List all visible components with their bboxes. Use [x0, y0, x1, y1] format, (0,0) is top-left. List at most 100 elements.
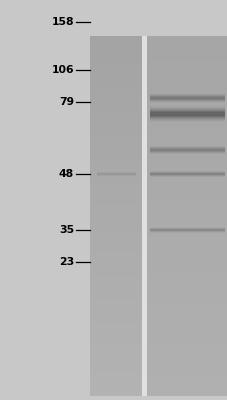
Bar [90, 338, 142, 342]
Bar [146, 389, 227, 392]
Bar [146, 248, 227, 252]
Bar [90, 155, 142, 158]
Bar [146, 144, 227, 148]
Text: 106: 106 [51, 65, 74, 75]
Bar [146, 367, 227, 371]
Bar [90, 76, 142, 79]
Bar [90, 263, 142, 266]
Bar [146, 58, 227, 61]
Bar [90, 122, 142, 126]
Bar [90, 284, 142, 288]
Bar [146, 360, 227, 364]
Bar [90, 198, 142, 202]
Bar [146, 259, 227, 263]
Bar [90, 306, 142, 310]
Bar [90, 54, 142, 58]
Bar [146, 112, 227, 115]
Bar [90, 230, 142, 234]
Bar [90, 58, 142, 61]
Bar [90, 209, 142, 212]
Bar [146, 223, 227, 227]
Bar [146, 54, 227, 58]
Bar [90, 72, 142, 76]
Bar [146, 349, 227, 353]
Bar [90, 310, 142, 313]
Bar [90, 194, 142, 198]
Bar [146, 184, 227, 187]
Bar [146, 50, 227, 54]
Bar [90, 389, 142, 392]
Bar [90, 241, 142, 245]
Bar [90, 216, 142, 220]
Bar [90, 176, 142, 180]
Bar [146, 140, 227, 144]
Bar [90, 43, 142, 47]
Bar [90, 108, 142, 112]
Bar [146, 342, 227, 346]
Bar [146, 187, 227, 191]
Bar [90, 169, 142, 173]
Bar [146, 356, 227, 360]
Bar [90, 227, 142, 230]
Bar [90, 342, 142, 346]
Bar [90, 223, 142, 227]
Bar [146, 180, 227, 184]
Bar [146, 378, 227, 382]
Bar [146, 335, 227, 338]
Bar [146, 151, 227, 155]
Bar [90, 104, 142, 108]
Bar [146, 130, 227, 133]
Bar [146, 317, 227, 320]
Bar [146, 320, 227, 324]
Bar [146, 288, 227, 292]
Bar [146, 263, 227, 266]
Bar [146, 173, 227, 176]
Bar [146, 61, 227, 65]
Bar [146, 162, 227, 166]
Bar [146, 86, 227, 90]
Bar [90, 331, 142, 335]
Bar [146, 126, 227, 130]
Bar [90, 97, 142, 101]
Bar [146, 212, 227, 216]
Bar [146, 72, 227, 76]
Bar [146, 47, 227, 50]
Text: 158: 158 [51, 17, 74, 27]
Bar [146, 385, 227, 389]
Bar [90, 191, 142, 194]
Bar [146, 277, 227, 281]
Bar [90, 356, 142, 360]
Bar [146, 202, 227, 205]
Bar [90, 162, 142, 166]
Bar [146, 302, 227, 306]
Bar [90, 79, 142, 83]
Bar [90, 40, 142, 43]
Bar [90, 61, 142, 65]
Bar [146, 36, 227, 40]
Bar [90, 148, 142, 151]
Bar [90, 50, 142, 54]
Bar [90, 90, 142, 94]
Bar [146, 266, 227, 270]
Bar [146, 306, 227, 310]
Bar [90, 68, 142, 72]
Bar [90, 248, 142, 252]
Bar [90, 115, 142, 119]
Bar [90, 292, 142, 295]
Bar [90, 173, 142, 176]
Bar [90, 353, 142, 356]
Bar [146, 216, 227, 220]
Bar [146, 133, 227, 137]
Bar [90, 320, 142, 324]
Bar [90, 317, 142, 320]
Bar [146, 230, 227, 234]
Bar [90, 119, 142, 122]
Bar [90, 47, 142, 50]
Bar [90, 166, 142, 169]
Bar [90, 349, 142, 353]
Bar [146, 241, 227, 245]
Bar [146, 353, 227, 356]
Bar [146, 194, 227, 198]
Bar [90, 234, 142, 238]
Bar [90, 385, 142, 389]
